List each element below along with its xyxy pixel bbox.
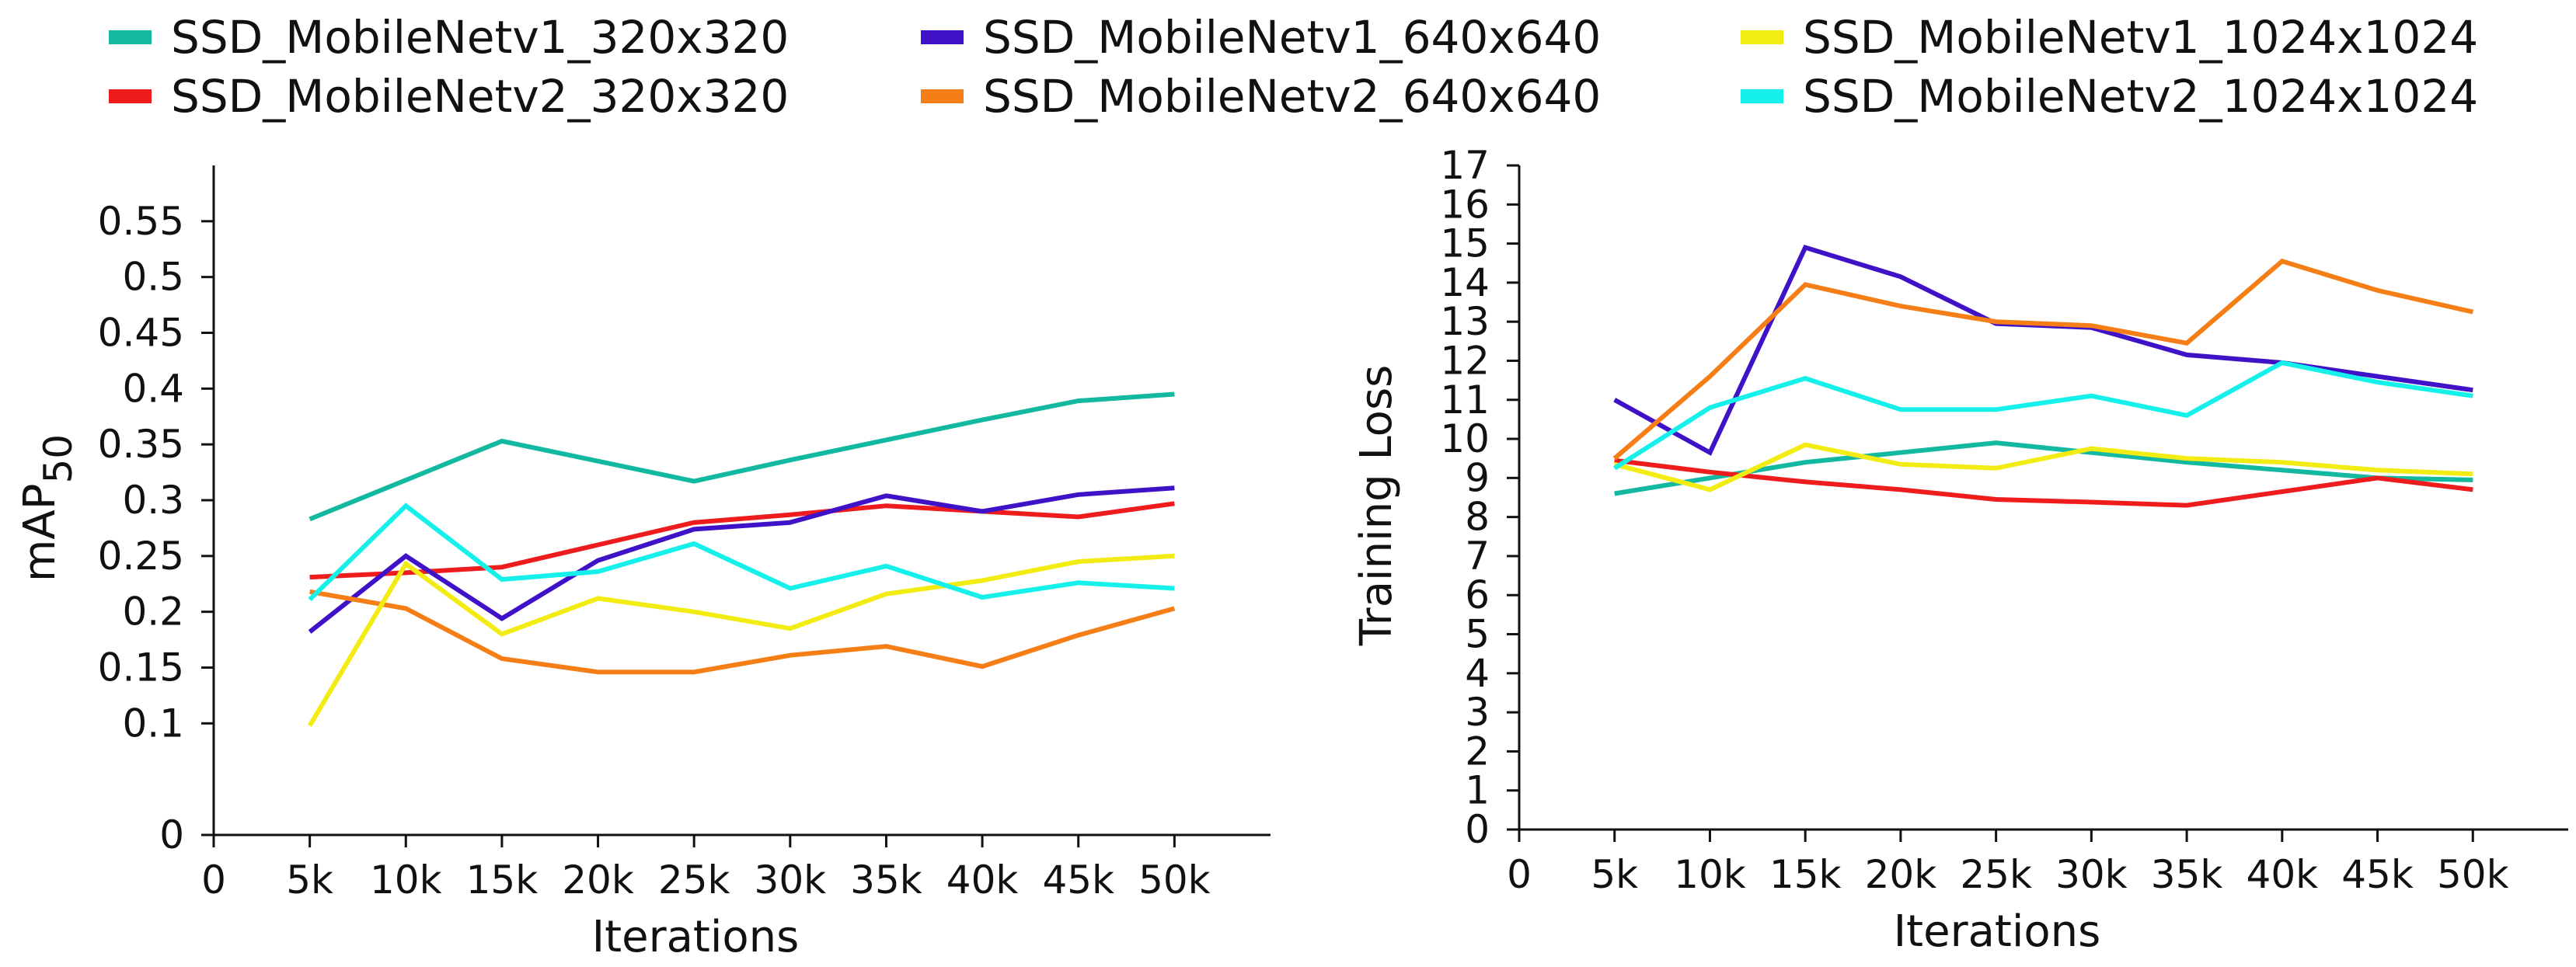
x-tick-label: 45k — [2341, 852, 2414, 897]
y-axis-label-text: mAP — [15, 483, 65, 582]
series-line-ssd-mobilenetv2-320x320 — [1614, 457, 2473, 508]
y-tick-label: 11 — [1440, 377, 1490, 423]
series-line-ssd-mobilenetv1-1024x1024 — [1613, 442, 2473, 492]
x-tick-label: 0 — [201, 857, 226, 903]
y-tick-label: 12 — [1440, 338, 1490, 383]
x-tick-label: 10k — [1674, 852, 1746, 897]
legend-swatch — [109, 30, 152, 44]
x-tick-label: 35k — [2151, 852, 2223, 897]
y-axis-label-text: Training Loss — [1351, 365, 1402, 647]
x-tick-label: 15k — [1769, 852, 1842, 897]
y-tick-label: 5 — [1465, 612, 1490, 657]
x-tick-label: 0 — [1507, 852, 1532, 897]
x-tick-label: 15k — [466, 857, 539, 903]
y-tick-label: 0.3 — [122, 478, 184, 523]
x-tick-label: 30k — [2055, 852, 2128, 897]
x-tick-label: 30k — [755, 857, 827, 903]
legend-label: SSD_MobileNetv1_320x320 — [171, 11, 789, 64]
series-line-ssd-mobilenetv2-640x640 — [1612, 258, 2473, 461]
series-line-ssd-mobilenetv1-320x320 — [1614, 440, 2473, 496]
y-tick-label: 13 — [1440, 299, 1490, 344]
y-tick-label: 0 — [1465, 807, 1490, 852]
y-tick-label: 15 — [1440, 221, 1490, 266]
legend-item-ssd-mobilenetv1-320x320: SSD_MobileNetv1_320x320 — [109, 11, 789, 64]
y-tick-label: 0 — [159, 812, 184, 857]
y-tick-label: 0.1 — [122, 701, 184, 746]
legend-swatch — [921, 30, 964, 44]
y-tick-label: 0.45 — [98, 311, 184, 356]
x-tick-label: 50k — [1138, 857, 1211, 903]
series-line-ssd-mobilenetv2-640x640 — [309, 589, 1176, 675]
series-line-ssd-mobilenetv1-640x640 — [308, 485, 1175, 634]
legend-label: SSD_MobileNetv2_320x320 — [171, 70, 789, 123]
x-axis-label: Iterations — [1894, 906, 2101, 957]
y-axis-label: Training Loss — [1351, 365, 1402, 647]
y-tick-label: 2 — [1465, 729, 1490, 774]
legend-swatch — [109, 89, 152, 103]
y-tick-label: 17 — [1440, 143, 1490, 188]
y-tick-label: 1 — [1465, 768, 1490, 813]
series-line-ssd-mobilenetv2-1024x1024 — [308, 503, 1175, 602]
x-tick-label: 20k — [562, 857, 634, 903]
y-tick-label: 9 — [1465, 455, 1490, 500]
legend-item-ssd-mobilenetv2-1024x1024: SSD_MobileNetv2_1024x1024 — [1741, 70, 2478, 123]
legend-label: SSD_MobileNetv1_1024x1024 — [1803, 11, 2478, 64]
y-tick-label: 0.2 — [122, 590, 184, 635]
y-tick-label: 8 — [1465, 495, 1490, 540]
y-axis-label-subscript: 50 — [36, 434, 81, 484]
x-tick-label: 25k — [658, 857, 730, 903]
y-tick-label: 0.15 — [98, 645, 184, 690]
y-tick-label: 0.35 — [98, 422, 184, 467]
legend-label: SSD_MobileNetv2_1024x1024 — [1803, 70, 2478, 123]
y-tick-label: 16 — [1440, 182, 1490, 227]
x-tick-label: 45k — [1042, 857, 1114, 903]
legend-item-ssd-mobilenetv1-1024x1024: SSD_MobileNetv1_1024x1024 — [1741, 11, 2478, 64]
legend-label: SSD_MobileNetv2_640x640 — [983, 70, 1601, 123]
x-axis-label: Iterations — [592, 912, 800, 962]
x-tick-label: 10k — [370, 857, 442, 903]
legend-swatch — [1741, 89, 1783, 103]
legend-swatch — [921, 89, 964, 103]
y-tick-label: 6 — [1465, 572, 1490, 617]
x-tick-label: 20k — [1865, 852, 1937, 897]
legend-label: SSD_MobileNetv1_640x640 — [983, 11, 1601, 64]
y-tick-label: 14 — [1440, 260, 1490, 305]
x-tick-label: 40k — [946, 857, 1019, 903]
legend-swatch — [1741, 30, 1783, 44]
y-tick-label: 0.4 — [122, 366, 184, 411]
y-tick-label: 0.25 — [98, 534, 184, 579]
x-tick-label: 5k — [286, 857, 333, 903]
y-tick-label: 3 — [1465, 690, 1490, 735]
chart-map50: 0 5k 10k 15k 20k 25k 30k 35k 40k 45k 50k 0 0.1 0.15 0.… — [15, 165, 1271, 962]
series-line-ssd-mobilenetv2-320x320 — [309, 501, 1175, 580]
series-line-ssd-mobilenetv2-1024x1024 — [1613, 360, 2473, 471]
y-tick-label: 4 — [1465, 651, 1490, 696]
x-tick-label: 25k — [1960, 852, 2032, 897]
series-line-ssd-mobilenetv1-320x320 — [308, 391, 1175, 522]
x-tick-label: 40k — [2247, 852, 2319, 897]
legend-item-ssd-mobilenetv1-640x640: SSD_MobileNetv1_640x640 — [921, 11, 1601, 64]
series-line-ssd-mobilenetv1-1024x1024 — [308, 553, 1175, 727]
legend: SSD_MobileNetv1_320x320 SSD_MobileNetv1_6… — [109, 11, 2478, 123]
x-tick-label: 35k — [850, 857, 922, 903]
legend-item-ssd-mobilenetv2-640x640: SSD_MobileNetv2_640x640 — [921, 70, 1601, 123]
y-tick-label: 10 — [1440, 416, 1490, 461]
y-tick-label: 0.55 — [98, 199, 184, 244]
x-tick-label: 50k — [2437, 852, 2509, 897]
y-tick-label: 0.5 — [122, 255, 184, 300]
y-tick-label: 7 — [1465, 534, 1490, 579]
legend-item-ssd-mobilenetv2-320x320: SSD_MobileNetv2_320x320 — [109, 70, 789, 123]
x-tick-label: 5k — [1591, 852, 1638, 897]
chart-training-loss: 0 5k 10k 15k 20k 25k 30k 35k 40k 45k 50k0123456789… — [1351, 143, 2568, 957]
y-axis-label: mAP50 — [15, 434, 81, 582]
